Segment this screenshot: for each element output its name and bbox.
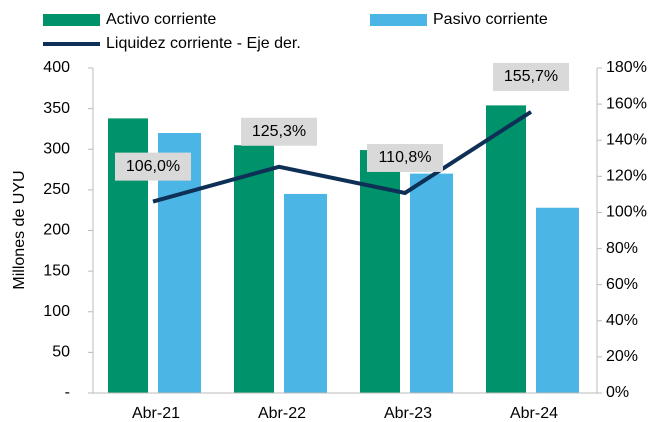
y2-tick-label: 60% <box>606 276 638 293</box>
bar <box>284 193 327 393</box>
data-label-box <box>493 62 569 91</box>
legend-swatch <box>43 14 100 26</box>
bar <box>234 145 274 393</box>
legend-label: Pasivo corriente <box>433 11 548 28</box>
bar <box>486 105 526 393</box>
legend-label: Activo corriente <box>106 11 216 28</box>
y2-tick-label: 20% <box>606 348 638 365</box>
x-tick-label: Abr-21 <box>132 405 180 422</box>
y-tick-label: 50 <box>52 344 70 361</box>
y2-tick-label: 180% <box>606 59 647 76</box>
y-tick-label: 350 <box>43 100 70 117</box>
y2-tick-label: 100% <box>606 204 647 221</box>
y2-tick-label: 120% <box>606 168 647 185</box>
legend-label: Liquidez corriente - Eje der. <box>106 35 301 52</box>
data-label-box <box>115 152 191 181</box>
data-label: 125,3% <box>252 123 306 140</box>
x-tick-label: Abr-23 <box>384 405 432 422</box>
x-tick-label: Abr-22 <box>258 405 306 422</box>
y-tick-label: 300 <box>43 140 70 157</box>
y-tick-label: - <box>65 384 70 401</box>
data-label: 110,8% <box>378 149 431 166</box>
y-tick-label: 200 <box>43 222 70 239</box>
bar <box>410 173 453 393</box>
y2-tick-label: 160% <box>606 95 647 112</box>
bar <box>536 207 579 393</box>
y2-tick-label: 40% <box>606 312 638 329</box>
y-tick-label: 400 <box>43 59 70 76</box>
data-label: 155,7% <box>504 68 558 85</box>
y-tick-label: 100 <box>43 303 70 320</box>
data-label: 106,0% <box>126 158 180 175</box>
y2-tick-label: 0% <box>606 384 629 401</box>
x-tick-label: Abr-24 <box>510 405 558 422</box>
y-tick-label: 250 <box>43 181 70 198</box>
y-tick-label: 150 <box>43 262 70 279</box>
data-label-box <box>241 117 317 146</box>
data-label-box <box>367 143 443 172</box>
y-axis-label: Millones de UYU <box>11 170 28 289</box>
y2-tick-label: 140% <box>606 131 647 148</box>
line <box>152 110 533 204</box>
y2-tick-label: 80% <box>606 240 638 257</box>
legend-swatch <box>370 14 427 26</box>
